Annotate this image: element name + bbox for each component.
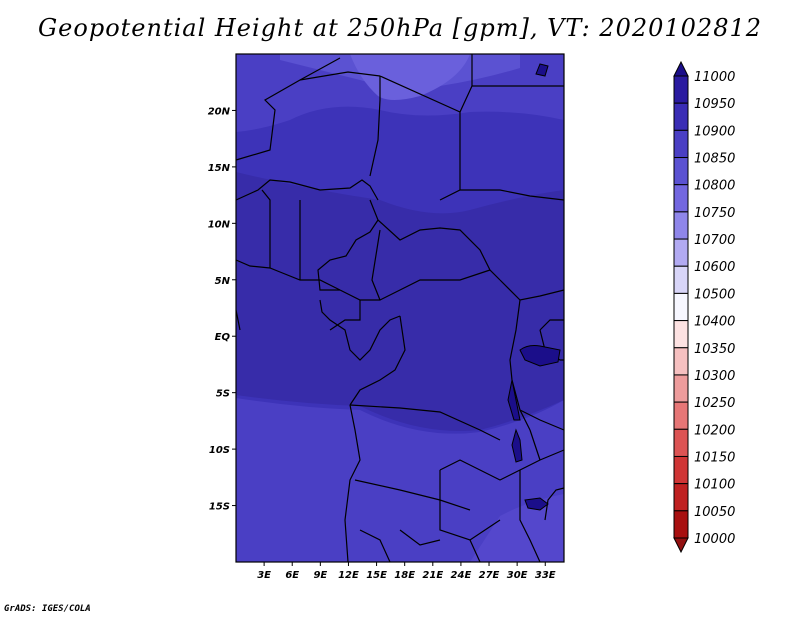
colorbar-label: 10600 xyxy=(694,260,735,275)
colorbar-label: 10800 xyxy=(694,179,735,194)
x-axis: 3E 6E 9E 12E 15E 18E 21E 24E 27E 30E 33E xyxy=(257,562,556,581)
colorbar-segment xyxy=(673,483,689,512)
y-tick-label: 20N xyxy=(208,106,231,117)
x-tick-label: 3E xyxy=(257,570,271,581)
lakes xyxy=(507,63,561,511)
colorbar-segment xyxy=(673,428,689,457)
chart-title: Geopotential Height at 250hPa [gpm], VT:… xyxy=(38,14,762,42)
colorbar-segment xyxy=(673,320,689,349)
colorbar-label: 10300 xyxy=(694,369,735,384)
colorbar-label: 10500 xyxy=(694,287,735,302)
y-axis: 20N 15N 10N 5N EQ 5S 10S 15S xyxy=(208,106,236,513)
colorbar-segment xyxy=(673,374,689,403)
band-central-dark xyxy=(236,172,564,431)
y-tick-label: 15N xyxy=(208,163,231,174)
x-tick-label: 27E xyxy=(479,570,500,581)
x-tick-label: 30E xyxy=(507,570,528,581)
plot-frame xyxy=(235,53,565,563)
colorbar-segment xyxy=(673,401,689,430)
colorbar-label: 10100 xyxy=(694,478,735,493)
colorbar-segment xyxy=(673,347,689,376)
colorbar: 11000 10950 10900 10850 10800 10750 10700 10600… xyxy=(673,60,735,554)
x-tick-label: 15E xyxy=(366,570,387,581)
band-south-lighter xyxy=(236,398,564,562)
colorbar-label: 10200 xyxy=(694,423,735,438)
colorbar-segment xyxy=(673,292,689,322)
colorbar-label: 10050 xyxy=(694,505,735,520)
y-tick-label: 5N xyxy=(215,276,231,287)
colorbar-label: 10900 xyxy=(694,124,735,139)
x-tick-label: 21E xyxy=(422,570,443,581)
x-tick-label: 9E xyxy=(313,570,327,581)
colorbar-label: 10950 xyxy=(694,97,735,112)
y-tick-label: 10S xyxy=(209,445,230,456)
y-tick-label: 15S xyxy=(209,502,230,513)
colorbar-label: 10350 xyxy=(694,342,735,357)
contour-fill xyxy=(236,54,564,562)
colorbar-label: 10150 xyxy=(694,450,735,465)
colorbar-segment xyxy=(673,265,689,294)
colorbar-segment xyxy=(673,238,689,267)
x-tick-label: 18E xyxy=(394,570,415,581)
colorbar-segment xyxy=(673,211,689,240)
colorbar-label: 10250 xyxy=(694,396,735,411)
colorbar-label: 10000 xyxy=(694,532,735,547)
colorbar-segment xyxy=(673,455,689,485)
colorbar-segment xyxy=(673,510,689,539)
colorbar-label: 10750 xyxy=(694,206,735,221)
colorbar-label: 10850 xyxy=(694,152,735,167)
credit-label: GrADS: IGES/COLA xyxy=(4,604,91,614)
colorbar-segment xyxy=(673,102,689,131)
colorbar-segment xyxy=(673,184,689,213)
colorbar-cap-top xyxy=(673,60,689,77)
colorbar-segment xyxy=(673,75,689,104)
x-tick-label: 6E xyxy=(285,570,299,581)
colorbar-cap-bottom xyxy=(673,537,689,554)
colorbar-label: 10700 xyxy=(694,233,735,248)
y-tick-label: EQ xyxy=(215,332,231,343)
y-tick-label: 5S xyxy=(216,389,230,400)
colorbar-segment xyxy=(673,129,689,159)
colorbar-segment xyxy=(673,157,689,186)
x-tick-label: 24E xyxy=(451,570,472,581)
colorbar-label: 11000 xyxy=(694,70,735,85)
x-tick-label: 33E xyxy=(535,570,556,581)
x-tick-label: 12E xyxy=(338,570,359,581)
y-tick-label: 10N xyxy=(208,219,231,230)
colorbar-label: 10400 xyxy=(694,315,735,330)
band-southeast-light xyxy=(470,494,564,562)
